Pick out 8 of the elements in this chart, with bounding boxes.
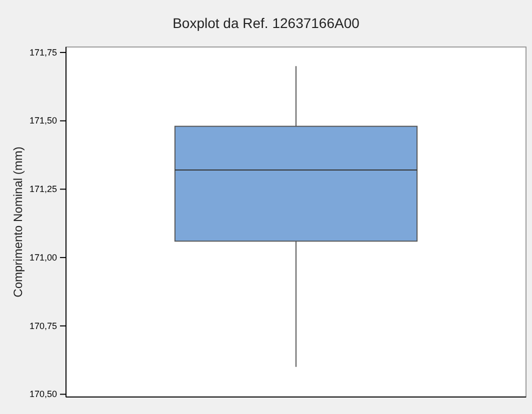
chart-title: Boxplot da Ref. 12637166A00 xyxy=(172,15,360,31)
y-tick-label: 171,75 xyxy=(29,47,57,58)
y-tick-label: 170,75 xyxy=(29,320,57,331)
y-tick-label: 171,00 xyxy=(29,252,57,262)
y-tick-label: 171,25 xyxy=(29,184,57,194)
y-tick-label: 170,50 xyxy=(29,389,57,400)
y-tick-label: 171,50 xyxy=(29,116,57,126)
y-axis-title: Comprimento Nominal (mm) xyxy=(11,146,25,298)
